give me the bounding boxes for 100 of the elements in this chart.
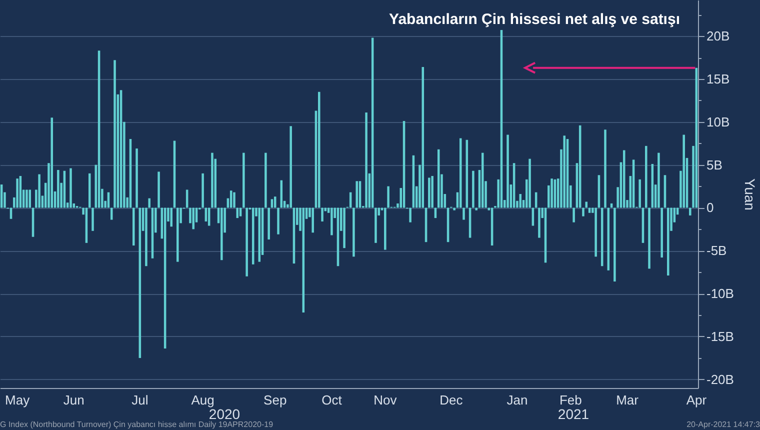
bar [604,130,606,208]
bar [409,208,412,222]
x-tick-label: Apr [686,392,708,408]
x-tick-label: May [5,392,30,408]
text: Yabancıların Çin hissesi net alış ve satışı [389,11,680,28]
bar [582,208,584,216]
bar [38,174,40,208]
bar [387,186,390,208]
bar [374,208,377,243]
bar [114,60,116,208]
bar [321,208,324,222]
bar [588,208,591,213]
bar [356,181,358,208]
bar [667,208,670,276]
bar [428,178,430,208]
x-tick-label: Oct [322,392,342,408]
x-tick-label: Mar [616,392,640,408]
bar [176,208,179,262]
bar [532,208,534,226]
bar [506,134,509,208]
text: 20-Apr-2021 14:47:3 [686,420,760,429]
bar [264,152,267,208]
x-tick-label: Aug [191,392,214,408]
bar [50,118,54,208]
bar [550,178,553,208]
bar [202,173,204,208]
bar [242,152,245,208]
text: G Index (Northbound Turnover) Çin yabancı hisse alımı Daily 19APR2020-19 [0,420,274,429]
bar [192,208,194,230]
text: 2021 [558,406,590,422]
bar [472,170,474,208]
bar [57,170,60,208]
x-tick-label: Nov [374,392,398,408]
bar [481,152,484,208]
bar [468,208,472,238]
bar [343,208,346,248]
bar [365,112,368,208]
x-tick-label: Jul [132,392,148,408]
bar [236,208,239,218]
bar [682,134,685,208]
bar [26,190,28,208]
bar [136,148,138,208]
bar [689,208,692,216]
bar [233,192,236,208]
bar [538,208,540,238]
bar [648,208,650,269]
bar [145,208,148,266]
x-tick-label: Jan [506,392,528,408]
y-axis-title: Yuan [742,178,758,210]
bar [220,208,223,260]
bar [170,208,172,227]
bar [352,208,355,257]
bar [211,152,214,208]
y-tick-label: 10B [706,114,730,130]
bar [658,152,660,208]
bar [318,92,320,208]
bar [246,208,248,276]
x-tick-label: Dec [440,392,464,408]
bar [312,208,314,233]
bar [208,208,210,226]
bar [594,208,597,257]
y-tick-label: -15B [706,328,734,344]
y-tick-label: -10B [706,286,734,302]
bar [239,208,242,216]
bar [268,208,270,240]
y-tick-label: 0 [706,200,714,216]
bar [16,178,18,208]
bar [132,208,135,246]
y-tick-label: 15B [706,71,730,86]
bar [614,208,616,282]
bar [10,208,12,219]
bar [528,158,531,208]
text: 2020 [208,406,240,422]
bar [70,168,72,208]
bar [110,208,113,220]
bar [158,172,160,208]
bar [519,194,522,208]
y-tick-label: 5B [706,157,722,172]
bar [644,146,648,208]
bar [475,208,478,210]
x-tick-label: Sep [264,392,287,408]
bar [660,208,663,258]
bar [277,208,280,234]
bar [28,190,31,208]
bar [434,208,437,218]
bar [148,198,150,208]
y-tick-label: -20B [706,372,734,387]
bar [330,208,333,236]
x-tick-label: Jun [63,392,84,408]
bar [563,136,566,208]
bar [431,176,434,208]
bar [462,208,465,220]
bar [92,208,94,231]
bar [290,126,292,208]
y-tick-label: 20B [706,28,730,44]
x-tick-label: Feb [559,392,582,408]
bar [638,179,641,208]
bar [572,208,575,222]
y-tick-label: -5B [706,243,727,258]
bar [384,208,386,250]
